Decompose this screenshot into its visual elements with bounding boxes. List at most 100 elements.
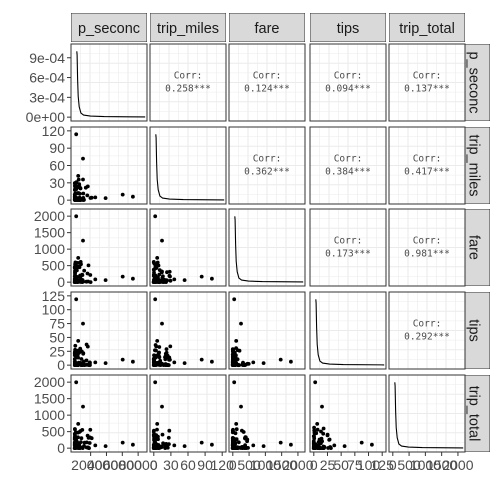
scatter-point	[163, 355, 167, 359]
scatter-point-outlier	[172, 360, 177, 365]
scatter-point	[168, 274, 172, 279]
corr-value-trip_seconds-trip_total: 0.137***	[404, 84, 450, 95]
y-tick-label: 120	[42, 123, 66, 139]
scatter-point-outlier	[199, 357, 204, 362]
x-tick-label: 2000	[282, 457, 313, 473]
scatter-point	[73, 270, 77, 275]
scatter-point	[153, 440, 158, 445]
scatter-point	[79, 440, 83, 444]
gridlines	[150, 292, 226, 369]
y-tick-label: 500	[42, 258, 66, 274]
corr-label-trip_seconds-tips: Corr:	[334, 71, 363, 82]
strip-top-tips	[310, 13, 386, 42]
scatter-point	[160, 432, 165, 437]
scatter-point-outlier	[103, 361, 108, 365]
corr-value-trip_seconds-fare: 0.124***	[244, 84, 290, 95]
panel-border	[388, 208, 466, 287]
x-tick-label: 20000	[71, 457, 110, 473]
scatter-point-outlier	[359, 440, 364, 445]
scatter-point	[81, 351, 86, 355]
scatter-points-trip_total-vs-fare	[230, 380, 293, 450]
scatter-point-outlier	[320, 404, 324, 409]
scatter-point	[79, 436, 84, 441]
scatter-point	[312, 430, 317, 435]
panel-fare-trip_miles	[149, 208, 227, 287]
y-tick-label: 2000	[34, 374, 65, 390]
scatter-point-outlier	[74, 297, 79, 302]
scatter-point	[79, 357, 84, 361]
scatter-point	[167, 442, 171, 446]
scatter-points-trip_miles-vs-trip_seconds	[72, 132, 135, 203]
density-curve-fare	[234, 216, 304, 283]
panel-border	[388, 374, 466, 453]
corr-label-trip_seconds-fare: Corr:	[253, 71, 282, 82]
scatter-point-outlier	[81, 404, 85, 409]
scatter-point-outlier	[153, 297, 158, 302]
x-tick-label: 30	[163, 457, 179, 473]
scatter-point	[78, 429, 83, 433]
x-tick-label: 125	[371, 457, 395, 473]
scatter-point	[80, 362, 84, 367]
scatter-point	[321, 426, 326, 431]
scatter-point	[76, 264, 81, 269]
panel-border	[70, 208, 148, 287]
density-curve-tips	[315, 299, 385, 366]
scatter-point	[241, 363, 246, 367]
scatter-point	[84, 440, 89, 445]
scatter-point	[76, 177, 81, 182]
scatter-point	[322, 444, 326, 449]
scatter-point-outlier	[261, 361, 266, 365]
y-tick-label: 0	[57, 357, 65, 373]
scatter-point	[72, 442, 77, 447]
gridlines	[229, 375, 305, 452]
corr-label-trip_miles-fare: Corr:	[253, 154, 282, 165]
scatter-point	[85, 184, 90, 189]
scatter-point-outlier	[210, 276, 214, 281]
scatter-point	[76, 435, 80, 440]
scatter-point	[157, 345, 162, 349]
scatter-point	[152, 444, 156, 449]
density-curve-trip_miles	[155, 134, 225, 201]
y-tick-label: 1500	[34, 225, 65, 241]
y-tick-label: 75	[49, 316, 65, 332]
strip-top-trip_miles	[150, 13, 226, 42]
x-tick-label: 25	[320, 457, 336, 473]
scatter-point	[165, 270, 169, 275]
panel-tips-trip_seconds	[70, 291, 148, 370]
scatter-point	[73, 347, 77, 352]
scatter-point	[84, 342, 89, 347]
panel-trip_total-tips	[309, 374, 387, 453]
strip-right-label-trip_seconds: p_seconc	[466, 51, 482, 113]
y-tick-label: 125	[42, 288, 66, 304]
scatter-point-outlier	[76, 256, 81, 260]
scatter-point-outlier	[120, 440, 125, 445]
scatter-point	[152, 270, 156, 275]
scatter-point-outlier	[199, 440, 204, 445]
scatter-point	[164, 347, 169, 351]
x-tick-label: 1500	[426, 457, 457, 473]
scatter-point	[167, 428, 172, 433]
scatter-point	[72, 357, 77, 361]
scatter-point	[243, 436, 247, 441]
x-tick-label: 40000	[87, 457, 126, 473]
panel-tips-fare	[228, 291, 306, 370]
scatter-point	[88, 280, 93, 284]
x-tick-label: 120	[211, 457, 235, 473]
scatter-point	[161, 274, 165, 279]
scatter-point-outlier	[120, 357, 125, 362]
scatter-point	[240, 446, 245, 450]
panel-border	[149, 43, 227, 122]
scatter-point-outlier	[131, 194, 135, 199]
scatter-point-outlier	[289, 442, 293, 447]
scatter-point-outlier	[289, 359, 293, 364]
scatter-point	[317, 446, 322, 450]
strip-top-trip_seconds	[71, 13, 147, 42]
panel-border	[228, 291, 306, 370]
scatter-point-outlier	[232, 380, 237, 385]
panel-border	[309, 43, 387, 122]
gridlines	[389, 127, 465, 204]
